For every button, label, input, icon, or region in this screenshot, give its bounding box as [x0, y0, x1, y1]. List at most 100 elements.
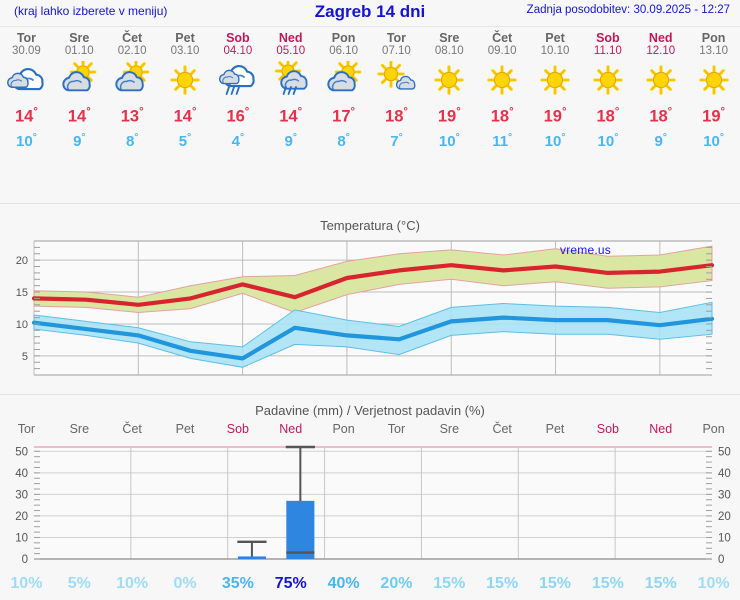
sunny-icon [426, 61, 472, 99]
day-date: 01.10 [64, 45, 94, 57]
page-title: Zagreb 14 dni [314, 2, 426, 21]
day-max-temp: 13° [120, 106, 144, 126]
forecast-day-column[interactable]: Čet 02.10 13° 8° [106, 30, 159, 160]
precipitation-probability: 15% [539, 575, 572, 592]
day-min-temp: 4° [231, 131, 245, 150]
svg-text:0: 0 [718, 554, 724, 566]
forecast-day-column[interactable]: Sob 04.10 16° 4° [211, 30, 264, 160]
day-date: 09.10 [487, 45, 517, 57]
day-date: 13.10 [699, 45, 728, 57]
day-max-temp: 14° [173, 106, 197, 126]
day-min-temp: 7° [390, 131, 403, 150]
svg-text:15: 15 [16, 287, 28, 299]
precipitation-day-label: Pon [332, 422, 355, 436]
precipitation-day-label: Pon [702, 422, 725, 436]
precipitation-probability: 15% [486, 575, 519, 592]
section-divider-2 [0, 394, 740, 395]
day-name: Ned [278, 31, 303, 45]
precipitation-day-label: Sre [439, 422, 460, 436]
location-hint: (kraj lahko izberete v meniju) [14, 4, 168, 18]
day-date: 08.10 [434, 45, 464, 57]
day-min-temp: 11° [492, 131, 513, 150]
forecast-day-column[interactable]: Sob 11.10 18° 10° [581, 30, 634, 160]
svg-text:5: 5 [22, 351, 28, 363]
precipitation-day-label: Tor [387, 422, 406, 436]
day-max-temp: 16° [226, 106, 250, 126]
precipitation-probability: 35% [221, 575, 254, 592]
day-max-temp: 19° [543, 106, 567, 126]
temperature-plot: 5 10 15 20 [16, 240, 715, 376]
day-date: 06.10 [329, 45, 358, 57]
day-name: Sob [226, 31, 250, 45]
forecast-day-column[interactable]: Pon 06.10 17° 8° [317, 30, 370, 160]
forecast-day-column[interactable]: Pet 03.10 14° 5° [159, 30, 212, 160]
forecast-day-column[interactable]: Pon 13.10 19° 10° [687, 30, 740, 160]
sun-small-cloud-icon [373, 61, 419, 99]
day-min-temp: 10° [703, 131, 724, 150]
precipitation-probability: 40% [327, 575, 360, 592]
sunny-icon [691, 61, 737, 99]
header-divider [0, 26, 740, 27]
day-min-temp: 8° [337, 131, 350, 150]
precipitation-probability: 15% [591, 575, 624, 592]
sun-rain-icon [268, 61, 314, 99]
day-min-temp: 9° [654, 131, 667, 150]
day-date: 30.09 [12, 45, 41, 57]
forecast-day-column[interactable]: Pet 10.10 19° 10° [529, 30, 582, 160]
forecast-day-column[interactable]: Ned 05.10 14° 9° [264, 30, 317, 160]
cloudy-icon [3, 61, 49, 99]
sunny-icon [162, 61, 208, 99]
precipitation-day-labels: Tor Sre Čet Pet Sob Ned Pon Tor Sre Čet Pet Sob Ned P… [0, 422, 740, 436]
forecast-day-column[interactable]: Tor 30.09 14° 10° [0, 30, 53, 160]
svg-text:20: 20 [16, 255, 28, 267]
precipitation-day-label: Čet [122, 422, 142, 436]
partly-sunny-icon [109, 61, 155, 99]
sunny-icon [585, 61, 631, 99]
day-date: 04.10 [223, 45, 253, 57]
day-max-temp: 14° [15, 106, 38, 126]
forecast-day-column[interactable]: Tor 07.10 18° 7° [370, 30, 423, 160]
svg-text:20: 20 [15, 511, 28, 523]
last-updated: Zadnja posodobitev: 30.09.2025 - 12:27 [526, 4, 730, 16]
day-date: 03.10 [170, 45, 200, 57]
precipitation-day-label: Ned [649, 422, 673, 436]
day-name: Sre [439, 31, 460, 45]
svg-text:50: 50 [718, 446, 731, 458]
svg-text:0: 0 [22, 554, 28, 566]
day-max-temp: 19° [702, 106, 726, 126]
day-min-temp: 10° [597, 131, 619, 150]
precipitation-probability: 15% [433, 575, 466, 592]
partly-sunny-icon [56, 61, 102, 99]
svg-text:30: 30 [15, 489, 28, 501]
rain-icon [215, 61, 261, 99]
forecast-day-column[interactable]: Čet 09.10 18° 11° [476, 30, 529, 160]
section-divider-1 [0, 203, 740, 204]
forecast-day-column[interactable]: Ned 12.10 18° 9° [634, 30, 687, 160]
temperature-chart-title: Temperatura (°C) [320, 218, 420, 233]
site-watermark: vreme.us [560, 243, 611, 257]
sunny-icon [479, 61, 525, 99]
day-name: Pon [331, 31, 356, 45]
svg-text:50: 50 [15, 446, 28, 458]
day-max-temp: 18° [596, 106, 620, 126]
day-max-temp: 18° [385, 106, 408, 126]
svg-text:40: 40 [718, 468, 731, 480]
day-date: 10.10 [540, 45, 570, 57]
day-min-temp: 10° [16, 131, 37, 150]
precipitation-day-label: Sre [69, 422, 90, 436]
day-name: Tor [16, 31, 37, 45]
day-name: Pon [701, 31, 726, 45]
day-date: 12.10 [646, 45, 676, 57]
temperature-chart: Temperatura (°C) vreme.us 5 10 15 20 [0, 215, 740, 395]
day-max-temp: 19° [437, 106, 461, 126]
day-min-temp: 9° [73, 131, 86, 150]
svg-text:10: 10 [718, 532, 731, 544]
day-date: 02.10 [117, 45, 147, 57]
precipitation-probability: 15% [644, 575, 677, 592]
precipitation-day-label: Čet [492, 422, 512, 436]
precipitation-day-label: Ned [279, 422, 303, 436]
forecast-day-column[interactable]: Sre 08.10 19° 10° [423, 30, 476, 160]
day-name: Sre [69, 31, 90, 45]
forecast-day-column[interactable]: Sre 01.10 14° 9° [53, 30, 106, 160]
day-min-temp: 10° [438, 131, 460, 150]
